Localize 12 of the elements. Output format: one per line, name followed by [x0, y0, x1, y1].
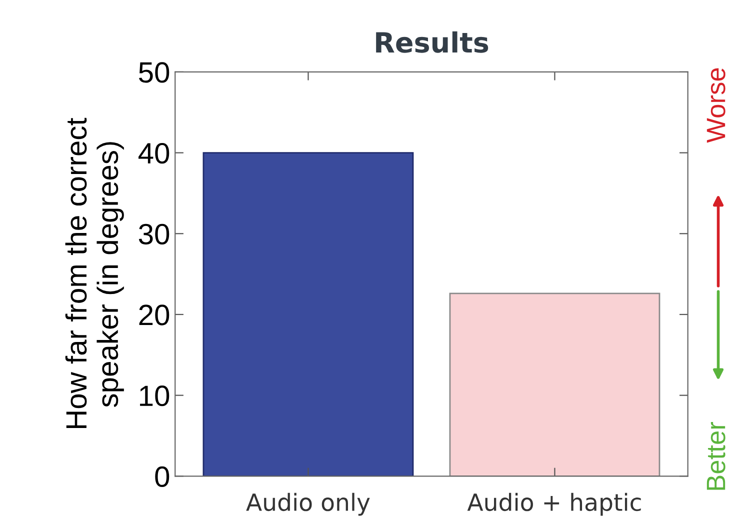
y-tick-label: 40 [138, 142, 170, 164]
y-tick-label: 50 [138, 62, 170, 83]
x-tick-label: Audio + haptic [467, 492, 641, 516]
y-tick-label: 20 [139, 304, 170, 326]
y-tick-label: 10 [140, 386, 170, 406]
y-tick-label: 30 [138, 224, 170, 244]
text: Better [706, 422, 726, 490]
y-axis-title: How far from the correct speaker (in degrees) [65, 118, 124, 428]
x-tick-label: Audio only [246, 492, 370, 516]
chart-title: Results [376, 31, 488, 53]
y-tick-label: 0 [155, 466, 170, 488]
text: Worse [706, 68, 726, 143]
